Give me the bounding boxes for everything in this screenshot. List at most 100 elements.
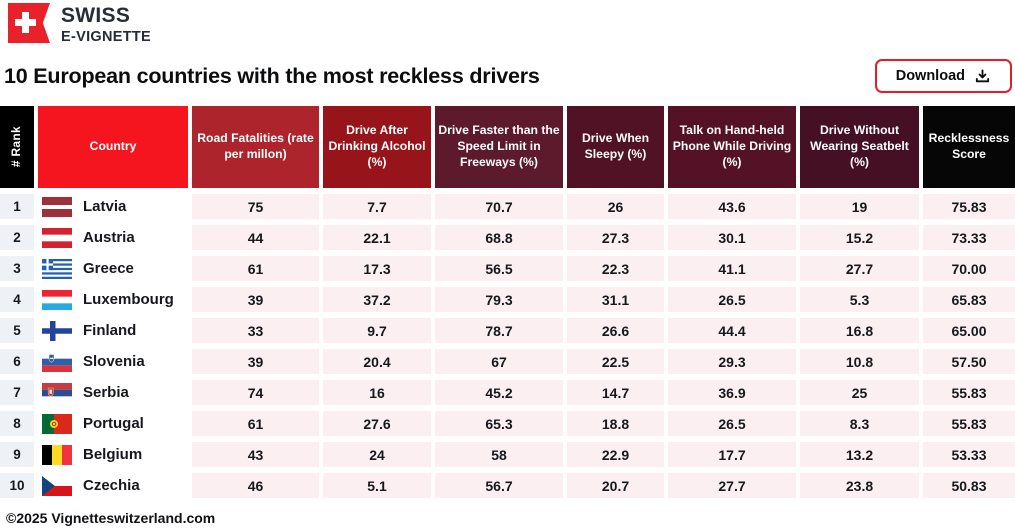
value-cell-phone: 27.7 — [668, 473, 796, 498]
rank-cell: 7 — [0, 380, 34, 405]
column-header-phone: Talk on Hand-held Phone While Driving (%… — [668, 106, 796, 188]
column-header-drink-driving: Drive After Drinking Alcohol (%) — [323, 106, 431, 188]
country-name: Czechia — [83, 477, 140, 494]
value-cell-score: 75.83 — [923, 194, 1015, 219]
swiss-cross-ribbon-icon — [8, 3, 50, 43]
value-cell-seatbelt: 8.3 — [800, 411, 919, 436]
value-cell-score: 55.83 — [923, 380, 1015, 405]
brand-name-top: SWISS — [61, 4, 131, 27]
download-button[interactable]: Download — [874, 59, 1012, 93]
value-cell-speeding: 45.2 — [435, 380, 563, 405]
rank-cell: 10 — [0, 473, 34, 498]
value-cell-seatbelt: 10.8 — [800, 349, 919, 374]
value-cell-speeding: 68.8 — [435, 225, 563, 250]
rank-cell: 9 — [0, 442, 34, 467]
rank-cell: 5 — [0, 318, 34, 343]
value-cell-road-fatalities: 39 — [192, 349, 319, 374]
rank-cell: 6 — [0, 349, 34, 374]
flag-lu-icon — [42, 289, 72, 310]
country-name: Serbia — [83, 384, 129, 401]
country-cell: Slovenia — [38, 349, 188, 374]
country-cell: Latvia — [38, 194, 188, 219]
rank-cell: 8 — [0, 411, 34, 436]
download-button-label: Download — [895, 68, 965, 84]
flag-si-icon — [42, 351, 72, 372]
value-cell-phone: 26.5 — [668, 411, 796, 436]
value-cell-sleepy: 22.3 — [567, 256, 664, 281]
value-cell-sleepy: 26.6 — [567, 318, 664, 343]
value-cell-road-fatalities: 61 — [192, 411, 319, 436]
column-header-rank: # Rank — [0, 106, 34, 188]
value-cell-speeding: 65.3 — [435, 411, 563, 436]
flag-fi-icon — [42, 320, 72, 341]
value-cell-sleepy: 18.8 — [567, 411, 664, 436]
value-cell-sleepy: 27.3 — [567, 225, 664, 250]
value-cell-seatbelt: 13.2 — [800, 442, 919, 467]
value-cell-sleepy: 26 — [567, 194, 664, 219]
value-cell-road-fatalities: 39 — [192, 287, 319, 312]
value-cell-seatbelt: 27.7 — [800, 256, 919, 281]
value-cell-speeding: 56.7 — [435, 473, 563, 498]
value-cell-drink-driving: 16 — [323, 380, 431, 405]
value-cell-road-fatalities: 43 — [192, 442, 319, 467]
flag-gr-icon — [42, 258, 72, 279]
value-cell-road-fatalities: 61 — [192, 256, 319, 281]
value-cell-seatbelt: 16.8 — [800, 318, 919, 343]
copyright-text: ©2025 Vignetteswitzerland.com — [6, 510, 216, 526]
value-cell-phone: 30.1 — [668, 225, 796, 250]
reckless-drivers-table: # Rank Country Road Fatalities (rate per m… — [0, 106, 1015, 498]
value-cell-seatbelt: 19 — [800, 194, 919, 219]
value-cell-sleepy: 22.5 — [567, 349, 664, 374]
value-cell-road-fatalities: 44 — [192, 225, 319, 250]
value-cell-sleepy: 31.1 — [567, 287, 664, 312]
value-cell-road-fatalities: 33 — [192, 318, 319, 343]
value-cell-sleepy: 20.7 — [567, 473, 664, 498]
country-cell: Belgium — [38, 442, 188, 467]
value-cell-road-fatalities: 75 — [192, 194, 319, 219]
value-cell-score: 70.00 — [923, 256, 1015, 281]
country-name: Greece — [83, 260, 134, 277]
country-name: Portugal — [83, 415, 144, 432]
value-cell-score: 57.50 — [923, 349, 1015, 374]
column-header-score: Recklessness Score — [923, 106, 1015, 188]
column-header-road-fatalities: Road Fatalities (rate per millon) — [192, 106, 319, 188]
value-cell-score: 50.83 — [923, 473, 1015, 498]
value-cell-score: 65.83 — [923, 287, 1015, 312]
country-cell: Serbia — [38, 380, 188, 405]
flag-cz-icon — [42, 475, 72, 496]
value-cell-speeding: 56.5 — [435, 256, 563, 281]
value-cell-score: 53.33 — [923, 442, 1015, 467]
rank-cell: 3 — [0, 256, 34, 281]
value-cell-drink-driving: 22.1 — [323, 225, 431, 250]
value-cell-speeding: 67 — [435, 349, 563, 374]
column-header-sleepy: Drive When Sleepy (%) — [567, 106, 664, 188]
column-header-seatbelt: Drive Without Wearing Seatbelt (%) — [800, 106, 919, 188]
rank-cell: 2 — [0, 225, 34, 250]
value-cell-drink-driving: 5.1 — [323, 473, 431, 498]
value-cell-seatbelt: 23.8 — [800, 473, 919, 498]
flag-pt-icon — [42, 413, 72, 434]
value-cell-drink-driving: 9.7 — [323, 318, 431, 343]
value-cell-score: 73.33 — [923, 225, 1015, 250]
country-name: Latvia — [83, 198, 127, 215]
flag-lv-icon — [42, 196, 72, 217]
country-name: Slovenia — [83, 353, 145, 370]
column-header-speeding: Drive Faster than the Speed Limit in Fre… — [435, 106, 563, 188]
rank-cell: 4 — [0, 287, 34, 312]
value-cell-phone: 36.9 — [668, 380, 796, 405]
page-title: 10 European countries with the most reck… — [4, 63, 540, 88]
brand-logo: SWISS E-VIGNETTE — [8, 3, 151, 46]
country-cell: Greece — [38, 256, 188, 281]
flag-be-icon — [42, 444, 72, 465]
value-cell-score: 55.83 — [923, 411, 1015, 436]
value-cell-road-fatalities: 46 — [192, 473, 319, 498]
value-cell-drink-driving: 37.2 — [323, 287, 431, 312]
value-cell-speeding: 78.7 — [435, 318, 563, 343]
country-cell: Portugal — [38, 411, 188, 436]
country-cell: Finland — [38, 318, 188, 343]
country-name: Luxembourg — [83, 291, 174, 308]
value-cell-speeding: 79.3 — [435, 287, 563, 312]
value-cell-speeding: 58 — [435, 442, 563, 467]
value-cell-phone: 26.5 — [668, 287, 796, 312]
